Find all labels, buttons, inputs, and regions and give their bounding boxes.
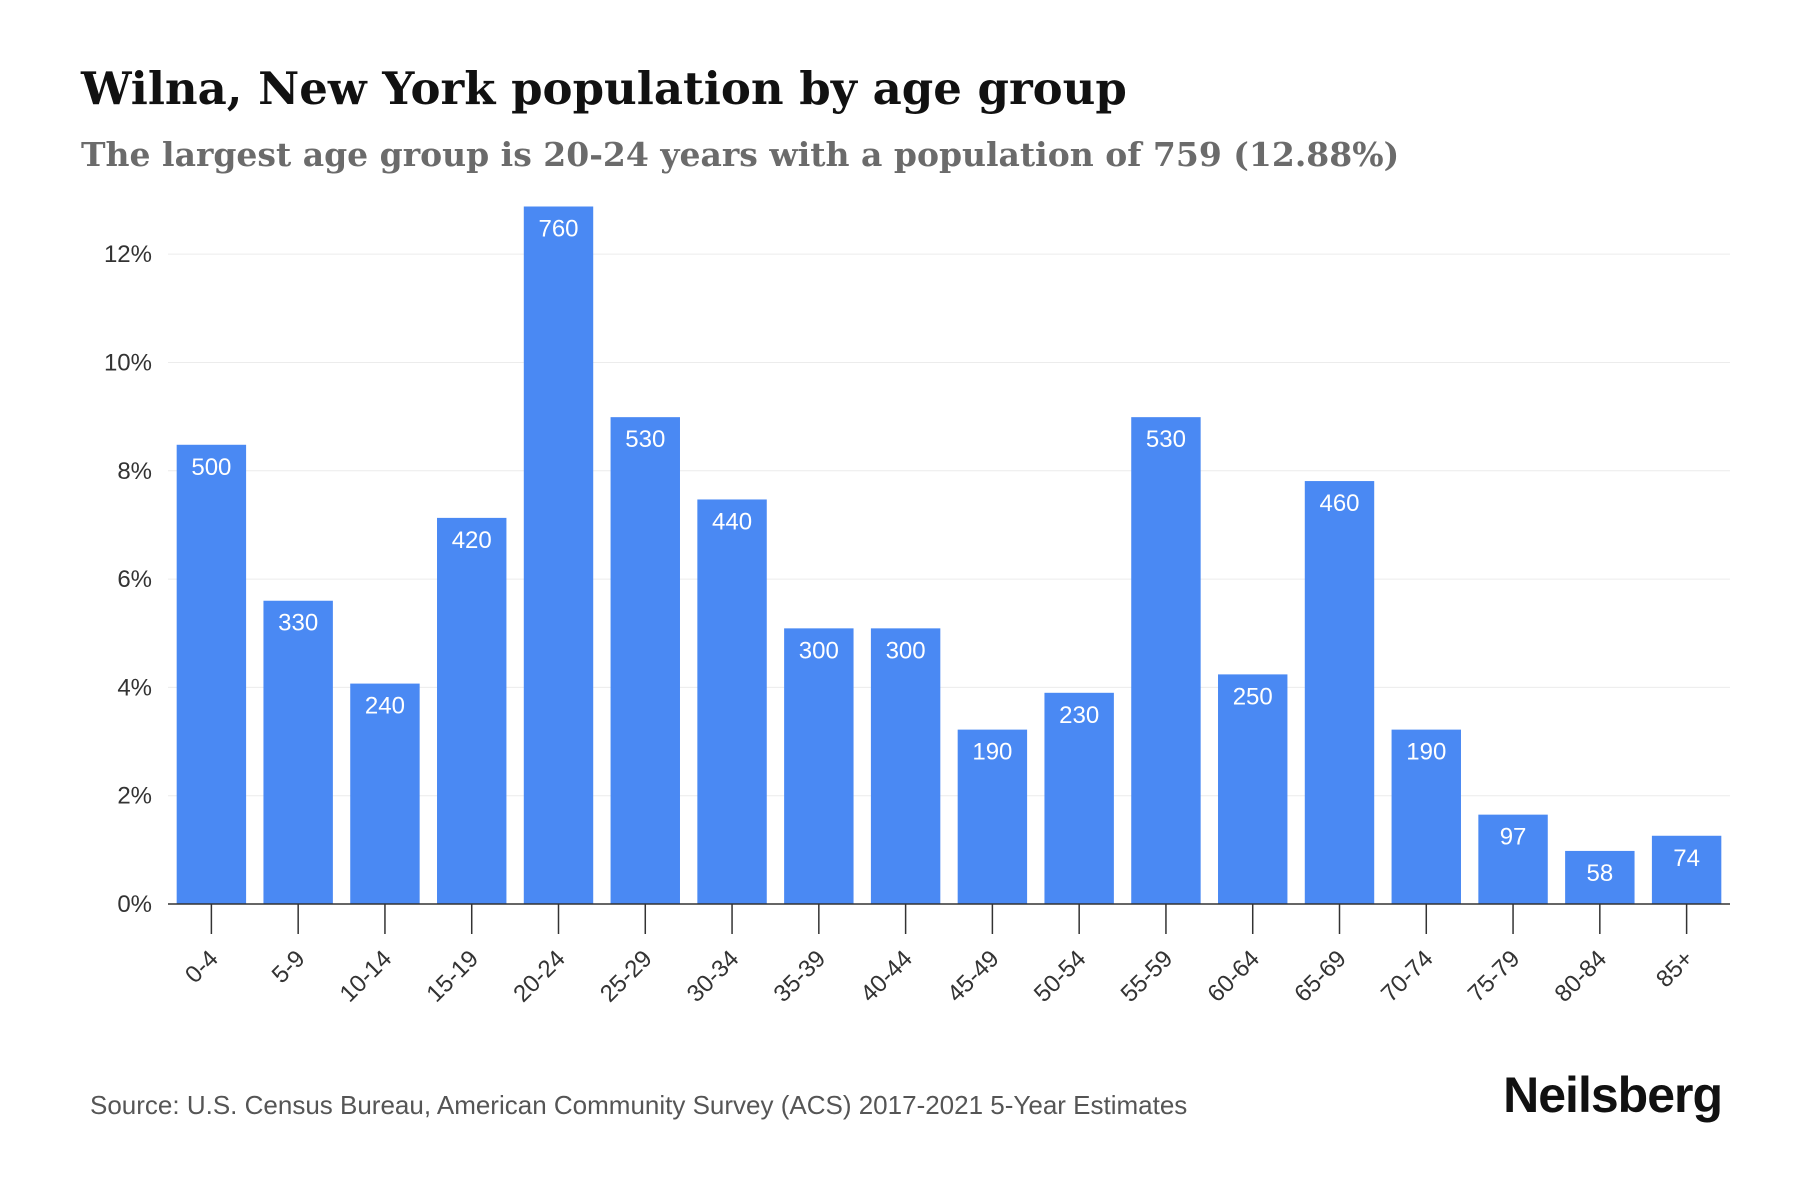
bar-value-label: 97 — [1500, 824, 1527, 851]
bar-value-label: 74 — [1673, 845, 1700, 872]
bar — [350, 683, 420, 904]
chart-title: Wilna, New York population by age group — [81, 62, 1127, 115]
bar — [176, 444, 247, 904]
x-tick-label: 70-74 — [1376, 945, 1439, 1008]
brand-logo: Neilsberg — [1503, 1067, 1723, 1123]
x-tick-label: 5-9 — [267, 945, 311, 989]
x-tick-label: 80-84 — [1550, 945, 1613, 1008]
bar — [870, 628, 941, 904]
y-tick-label: 8% — [117, 458, 152, 485]
bar — [1044, 692, 1114, 904]
x-tick-label: 65-69 — [1289, 945, 1352, 1008]
bar — [1651, 835, 1722, 904]
bar-value-label: 250 — [1233, 683, 1273, 710]
chart-subtitle: The largest age group is 20-24 years wit… — [81, 135, 1400, 174]
bar-chart: 0% 2% 4% 6% 8% 10% 12% 500 0-4 330 5-9 240 10-14 420 1… — [104, 206, 1730, 1008]
bar-value-label: 230 — [1059, 702, 1099, 729]
bar — [784, 628, 854, 904]
bar-value-label: 460 — [1319, 490, 1359, 517]
bar-value-label: 420 — [452, 527, 492, 554]
bar — [957, 729, 1028, 904]
bar-value-label: 530 — [1146, 426, 1186, 453]
bar-value-label: 300 — [886, 637, 926, 664]
bar-value-label: 440 — [712, 508, 752, 535]
x-tick-label: 10-14 — [335, 945, 398, 1008]
bar — [610, 417, 680, 904]
bar — [1131, 417, 1201, 904]
bar — [1565, 850, 1635, 904]
x-tick-label: 30-34 — [682, 945, 745, 1008]
y-tick-label: 4% — [117, 674, 152, 701]
bar-value-label: 500 — [191, 454, 231, 481]
x-tick-label: 15-19 — [421, 945, 484, 1008]
x-tick-label: 35-39 — [769, 945, 832, 1008]
bar-value-label: 760 — [538, 215, 578, 242]
x-tick-label: 0-4 — [180, 945, 224, 989]
y-tick-label: 6% — [117, 566, 152, 593]
bar — [1391, 729, 1461, 904]
bar — [697, 499, 767, 904]
x-tick-label: 40-44 — [855, 945, 918, 1008]
x-tick-label: 50-54 — [1029, 945, 1092, 1008]
bar — [1304, 481, 1375, 904]
x-tick-label: 45-49 — [942, 945, 1005, 1008]
y-tick-label: 12% — [104, 241, 152, 268]
y-tick-label: 0% — [117, 891, 152, 918]
bar-value-label: 300 — [799, 637, 839, 664]
y-tick-label: 10% — [104, 349, 152, 376]
bar — [1218, 674, 1288, 904]
bar — [263, 600, 333, 904]
x-tick-label: 60-64 — [1202, 945, 1265, 1008]
x-tick-label: 85+ — [1651, 945, 1699, 993]
bar-value-label: 190 — [972, 739, 1012, 766]
y-tick-label: 2% — [117, 783, 152, 810]
bar-value-label: 58 — [1586, 860, 1613, 887]
source-note: Source: U.S. Census Bureau, American Com… — [90, 1090, 1188, 1120]
x-tick-label: 75-79 — [1463, 945, 1526, 1008]
x-tick-label: 20-24 — [508, 945, 571, 1008]
bar — [523, 206, 594, 904]
bar — [437, 517, 507, 904]
bar-value-label: 530 — [625, 426, 665, 453]
bar-value-label: 240 — [365, 693, 405, 720]
x-tick-label: 25-29 — [595, 945, 658, 1008]
bar-value-label: 330 — [278, 610, 318, 637]
bar-value-label: 190 — [1406, 739, 1446, 766]
bar — [1478, 814, 1548, 904]
x-tick-label: 55-59 — [1116, 945, 1179, 1008]
